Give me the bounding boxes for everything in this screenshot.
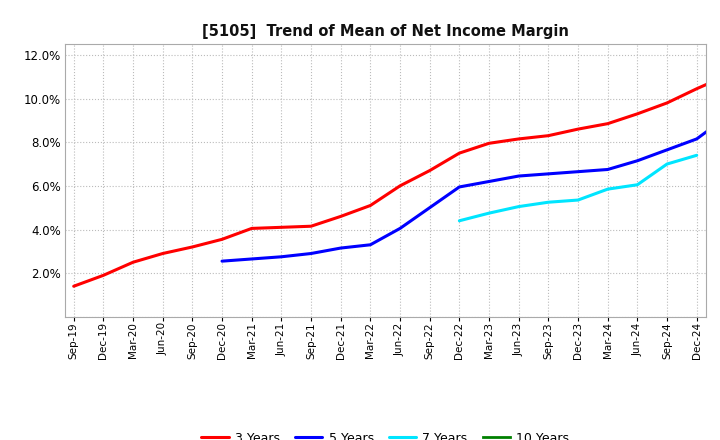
7 Years [455, 218, 464, 224]
7 Years [633, 182, 642, 187]
3 Years [603, 121, 612, 126]
3 Years [693, 86, 701, 92]
5 Years [217, 259, 226, 264]
7 Years [485, 210, 493, 216]
Legend: 3 Years, 5 Years, 7 Years, 10 Years: 3 Years, 5 Years, 7 Years, 10 Years [196, 427, 575, 440]
5 Years [366, 242, 374, 247]
5 Years [277, 254, 286, 260]
Line: 7 Years: 7 Years [459, 155, 697, 221]
3 Years [99, 273, 108, 278]
5 Years [248, 257, 256, 262]
Line: 3 Years: 3 Years [73, 69, 720, 286]
Title: [5105]  Trend of Mean of Net Income Margin: [5105] Trend of Mean of Net Income Margi… [202, 24, 569, 39]
3 Years [396, 183, 405, 188]
3 Years [248, 226, 256, 231]
3 Years [426, 168, 434, 173]
5 Years [485, 179, 493, 184]
3 Years [633, 111, 642, 117]
5 Years [574, 169, 582, 174]
5 Years [396, 226, 405, 231]
7 Years [544, 200, 553, 205]
3 Years [69, 284, 78, 289]
7 Years [574, 198, 582, 203]
5 Years [455, 184, 464, 190]
3 Years [188, 244, 197, 249]
3 Years [574, 126, 582, 132]
7 Years [662, 161, 671, 167]
3 Years [455, 150, 464, 156]
7 Years [693, 153, 701, 158]
5 Years [693, 136, 701, 142]
3 Years [336, 214, 345, 219]
3 Years [277, 225, 286, 230]
3 Years [129, 260, 138, 265]
3 Years [514, 136, 523, 142]
5 Years [426, 205, 434, 210]
3 Years [662, 100, 671, 106]
5 Years [307, 251, 315, 256]
7 Years [514, 204, 523, 209]
5 Years [544, 171, 553, 176]
5 Years [336, 246, 345, 251]
3 Years [217, 237, 226, 242]
3 Years [366, 203, 374, 208]
3 Years [158, 251, 167, 256]
3 Years [307, 224, 315, 229]
5 Years [603, 167, 612, 172]
5 Years [633, 158, 642, 163]
3 Years [544, 133, 553, 138]
5 Years [662, 147, 671, 153]
5 Years [514, 173, 523, 179]
3 Years [485, 141, 493, 146]
7 Years [603, 187, 612, 192]
Line: 5 Years: 5 Years [222, 117, 720, 261]
